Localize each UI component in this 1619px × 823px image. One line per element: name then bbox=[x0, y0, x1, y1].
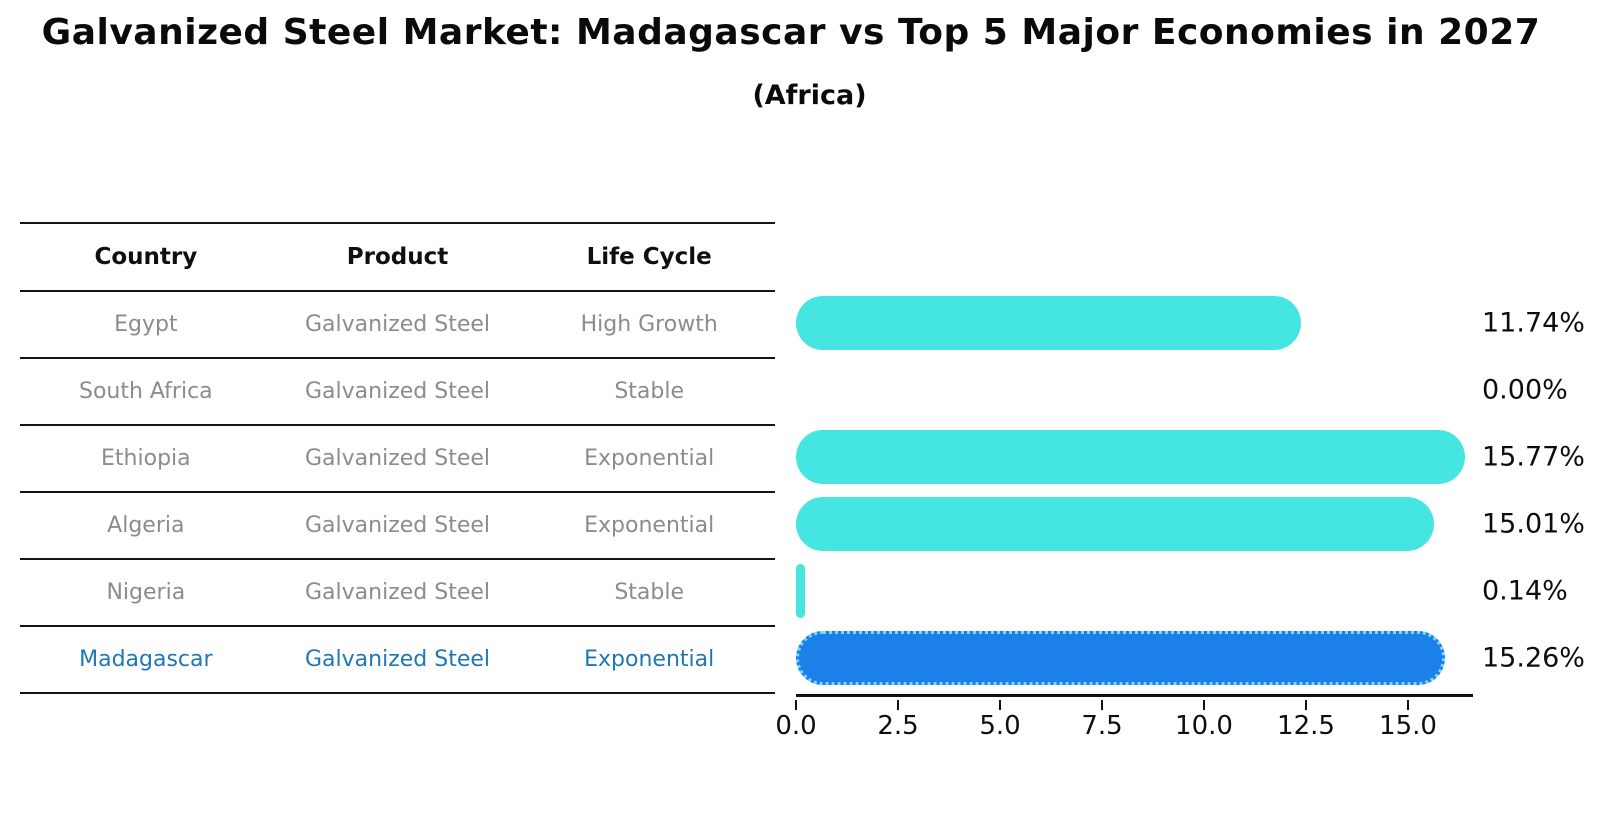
x-axis-tick-label: 7.5 bbox=[1081, 711, 1123, 741]
bar-madagascar-highlighted bbox=[796, 631, 1445, 685]
value-label: 0.14% bbox=[1482, 575, 1568, 607]
x-axis: 0.0 2.5 5.0 7.5 10.0 12.5 15.0 bbox=[775, 694, 1473, 741]
cell-life-cycle: Exponential bbox=[584, 446, 715, 471]
x-axis-tick bbox=[1407, 700, 1409, 710]
column-header-product: Product bbox=[346, 244, 449, 270]
bar-row bbox=[796, 491, 1473, 558]
x-axis-tick-label: 5.0 bbox=[979, 711, 1021, 741]
column-header-life-cycle: Life Cycle bbox=[586, 244, 712, 270]
cell-country: Egypt bbox=[114, 312, 178, 337]
cell-country: Nigeria bbox=[106, 580, 186, 605]
x-axis-tick bbox=[897, 700, 899, 710]
cell-life-cycle: Exponential bbox=[584, 647, 715, 672]
cell-life-cycle: Stable bbox=[614, 580, 685, 605]
table-row: Egypt Galvanized Steel High Growth bbox=[20, 292, 775, 359]
table-row-highlighted: Madagascar Galvanized Steel Exponential bbox=[20, 627, 775, 694]
cell-product: Galvanized Steel bbox=[305, 513, 491, 538]
x-axis-tick bbox=[1101, 700, 1103, 710]
table-row: Algeria Galvanized Steel Exponential bbox=[20, 493, 775, 560]
cell-life-cycle: Exponential bbox=[584, 513, 715, 538]
bar-egypt bbox=[796, 296, 1301, 350]
bar-row bbox=[796, 625, 1473, 692]
x-axis-tick-label: 0.0 bbox=[775, 711, 817, 741]
bar-nigeria bbox=[796, 564, 805, 618]
table-row: Ethiopia Galvanized Steel Exponential bbox=[20, 426, 775, 493]
bar-algeria bbox=[796, 497, 1435, 551]
table-row: Nigeria Galvanized Steel Stable bbox=[20, 560, 775, 627]
cell-product: Galvanized Steel bbox=[305, 446, 491, 471]
cell-life-cycle: High Growth bbox=[580, 312, 718, 337]
bar-row bbox=[796, 290, 1473, 357]
country-table: Country Product Life Cycle Egypt Galvani… bbox=[20, 222, 775, 694]
value-label: 15.01% bbox=[1482, 508, 1585, 540]
x-axis-tick bbox=[999, 700, 1001, 710]
x-axis-tick-label: 10.0 bbox=[1175, 711, 1233, 741]
x-axis-tick bbox=[1203, 700, 1205, 710]
bar-row bbox=[796, 424, 1473, 491]
table-row: South Africa Galvanized Steel Stable bbox=[20, 359, 775, 426]
bar-row bbox=[796, 357, 1473, 424]
value-label: 0.00% bbox=[1482, 374, 1568, 406]
x-axis-tick-label: 15.0 bbox=[1379, 711, 1437, 741]
cell-product: Galvanized Steel bbox=[305, 647, 491, 672]
cell-product: Galvanized Steel bbox=[305, 580, 491, 605]
cell-product: Galvanized Steel bbox=[305, 379, 491, 404]
value-label: 11.74% bbox=[1482, 307, 1585, 339]
bar-row bbox=[796, 558, 1473, 625]
table-header-row: Country Product Life Cycle bbox=[20, 224, 775, 292]
cell-country: Madagascar bbox=[79, 647, 213, 672]
column-header-country: Country bbox=[94, 244, 198, 270]
bar-chart-plot-area bbox=[796, 290, 1473, 695]
cell-life-cycle: Stable bbox=[614, 379, 685, 404]
bar-ethiopia bbox=[796, 430, 1466, 484]
x-axis-tick bbox=[795, 700, 797, 710]
x-axis-tick-label: 12.5 bbox=[1277, 711, 1335, 741]
cell-product: Galvanized Steel bbox=[305, 312, 491, 337]
value-label: 15.77% bbox=[1482, 441, 1585, 473]
chart-subtitle: (Africa) bbox=[752, 80, 867, 111]
x-axis-tick bbox=[1305, 700, 1307, 710]
cell-country: Ethiopia bbox=[101, 446, 191, 471]
value-label: 15.26% bbox=[1482, 642, 1585, 674]
x-axis-tick-label: 2.5 bbox=[877, 711, 919, 741]
cell-country: South Africa bbox=[78, 379, 213, 404]
chart-title: Galvanized Steel Market: Madagascar vs T… bbox=[41, 12, 1541, 53]
cell-country: Algeria bbox=[107, 513, 185, 538]
